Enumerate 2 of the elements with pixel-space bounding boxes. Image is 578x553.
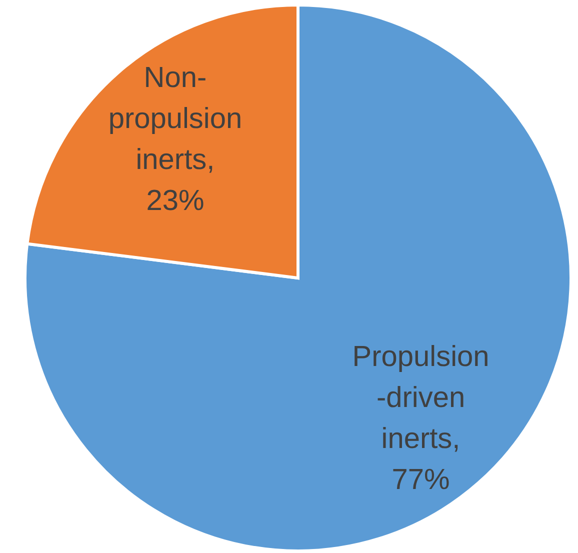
- data-label: Non-propulsion inerts, 23%: [108, 62, 242, 218]
- data-label: Propulsion-driven inerts, 77%: [352, 340, 490, 496]
